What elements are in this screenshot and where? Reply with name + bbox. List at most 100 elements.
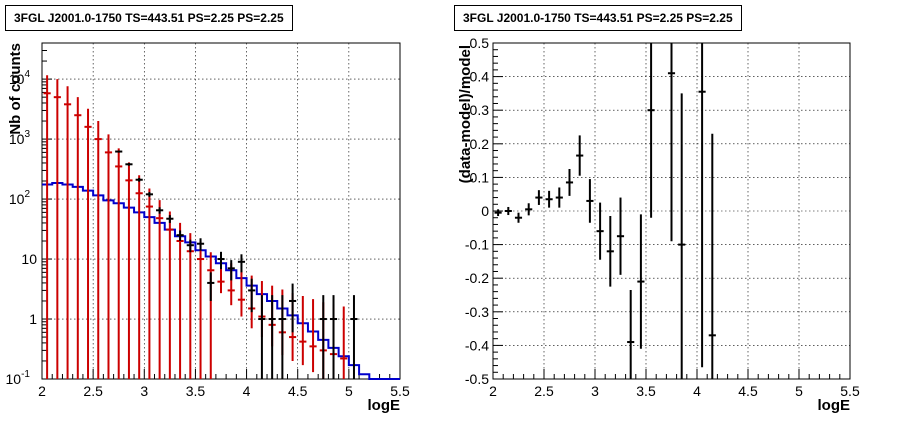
residual-point	[494, 209, 502, 217]
data-point	[237, 254, 246, 273]
total-model-point	[186, 233, 194, 379]
residual-point	[678, 93, 686, 379]
y-tick-label: 0.1	[470, 169, 490, 185]
total-model-point	[299, 296, 307, 366]
y-tick-label: 0	[481, 203, 489, 219]
data-point	[268, 295, 276, 379]
y-tick-label: 0.4	[470, 69, 490, 85]
total-model-point	[125, 162, 133, 379]
x-tick-label: 4	[243, 383, 251, 399]
residual-point	[535, 190, 543, 205]
residuals-plot: 2 2.5 3 3.5 4 4.5 5 5.5 -0.5 -0.4 -0.3 -0.2 -0.1 0 0.1…	[457, 35, 860, 414]
total-model-point	[340, 306, 348, 379]
data-point	[289, 283, 297, 333]
y-tick-exponent: 4	[24, 69, 30, 80]
x-tick-label: 5	[795, 383, 803, 399]
left-panel-title: 3FGL J2001.0-1750 TS=443.51 PS=2.25 PS=2…	[5, 5, 293, 31]
data-point	[145, 192, 153, 197]
y-tick-label: 104	[9, 69, 31, 87]
total-model-point	[84, 108, 92, 379]
y-tick-label: 102	[9, 189, 31, 207]
data-point	[196, 238, 205, 251]
data-point	[350, 295, 358, 379]
data-point	[125, 162, 133, 166]
x-tick-label: 2	[489, 383, 497, 399]
y-tick-label: 103	[9, 129, 31, 147]
y-tick-label: -0.5	[465, 371, 489, 387]
total-model-point	[309, 299, 317, 373]
right-panel-title: 3FGL J2001.0-1750 TS=443.51 PS=2.25 PS=2…	[454, 5, 742, 31]
total-model-point	[63, 86, 72, 379]
residual-point	[555, 187, 563, 208]
x-tick-label: 5.5	[390, 383, 410, 399]
x-tick-label: 5	[345, 383, 353, 399]
data-point	[258, 295, 266, 379]
residual-point	[504, 206, 512, 216]
y-tick-label: 1	[29, 311, 37, 327]
x-axis-title: logE	[368, 397, 401, 414]
y-axis-title: (data-model)/model	[457, 45, 474, 183]
y-tick-label: 0.2	[470, 136, 490, 152]
y-tick-exponent: 3	[24, 129, 30, 140]
data-point	[176, 230, 184, 241]
data-point	[186, 239, 194, 253]
data-point	[248, 278, 256, 313]
total-model-point	[53, 79, 61, 379]
data-point	[156, 207, 164, 214]
x-tick-label: 3	[591, 383, 599, 399]
x-tick-label: 3.5	[636, 383, 656, 399]
total-model-point	[104, 134, 113, 379]
data-point	[319, 295, 327, 379]
x-tick-label: 3.5	[186, 383, 206, 399]
total-model-point	[145, 188, 153, 379]
residual-point	[708, 133, 716, 379]
x-tick-label: 2	[38, 383, 46, 399]
y-tick-base: 10	[9, 131, 25, 147]
residual-point	[667, 43, 676, 242]
y-tick-label: -0.3	[465, 304, 489, 320]
plot-frame	[41, 42, 401, 380]
residual-point	[586, 179, 594, 223]
x-tick-label: 4.5	[288, 383, 308, 399]
total-model-point	[94, 121, 102, 379]
total-model-point	[156, 200, 164, 379]
total-model-point	[115, 148, 123, 379]
y-tick-exponent: 2	[24, 189, 30, 200]
residual-point	[698, 43, 706, 368]
data-point	[278, 295, 286, 379]
x-tick-label: 2.5	[534, 383, 554, 399]
y-tick-base: 10	[9, 71, 25, 87]
total-model-point	[135, 175, 143, 379]
residual-point	[637, 214, 645, 349]
total-model-point	[166, 211, 174, 379]
residual-point	[596, 202, 604, 260]
total-model-point	[43, 75, 51, 379]
x-tick-label: 2.5	[83, 383, 103, 399]
residual-point	[606, 216, 614, 287]
total-model-point	[237, 269, 246, 317]
data-point	[217, 251, 225, 270]
x-tick-label: 3	[140, 383, 148, 399]
data-point	[207, 272, 215, 301]
residual-point	[565, 169, 574, 196]
y-tick-label: 10	[21, 251, 37, 267]
data-point	[329, 295, 338, 379]
data-point	[227, 260, 235, 281]
y-tick-base: 10	[6, 371, 22, 387]
y-tick-label: -0.1	[465, 237, 489, 253]
x-tick-label: 4	[693, 383, 701, 399]
x-tick-label: 5.5	[840, 383, 860, 399]
y-tick-label: 10-1	[6, 369, 31, 387]
total-model-point	[74, 97, 82, 379]
y-tick-base: 1	[29, 311, 37, 327]
residual-point	[616, 197, 625, 275]
y-tick-base: 10	[9, 191, 25, 207]
data-point	[166, 215, 174, 223]
y-tick-label: 0.3	[470, 102, 490, 118]
y-tick-label: 0.5	[470, 35, 490, 51]
residual-point	[576, 135, 584, 176]
total-model-point	[207, 252, 215, 379]
x-tick-label: 4.5	[738, 383, 758, 399]
